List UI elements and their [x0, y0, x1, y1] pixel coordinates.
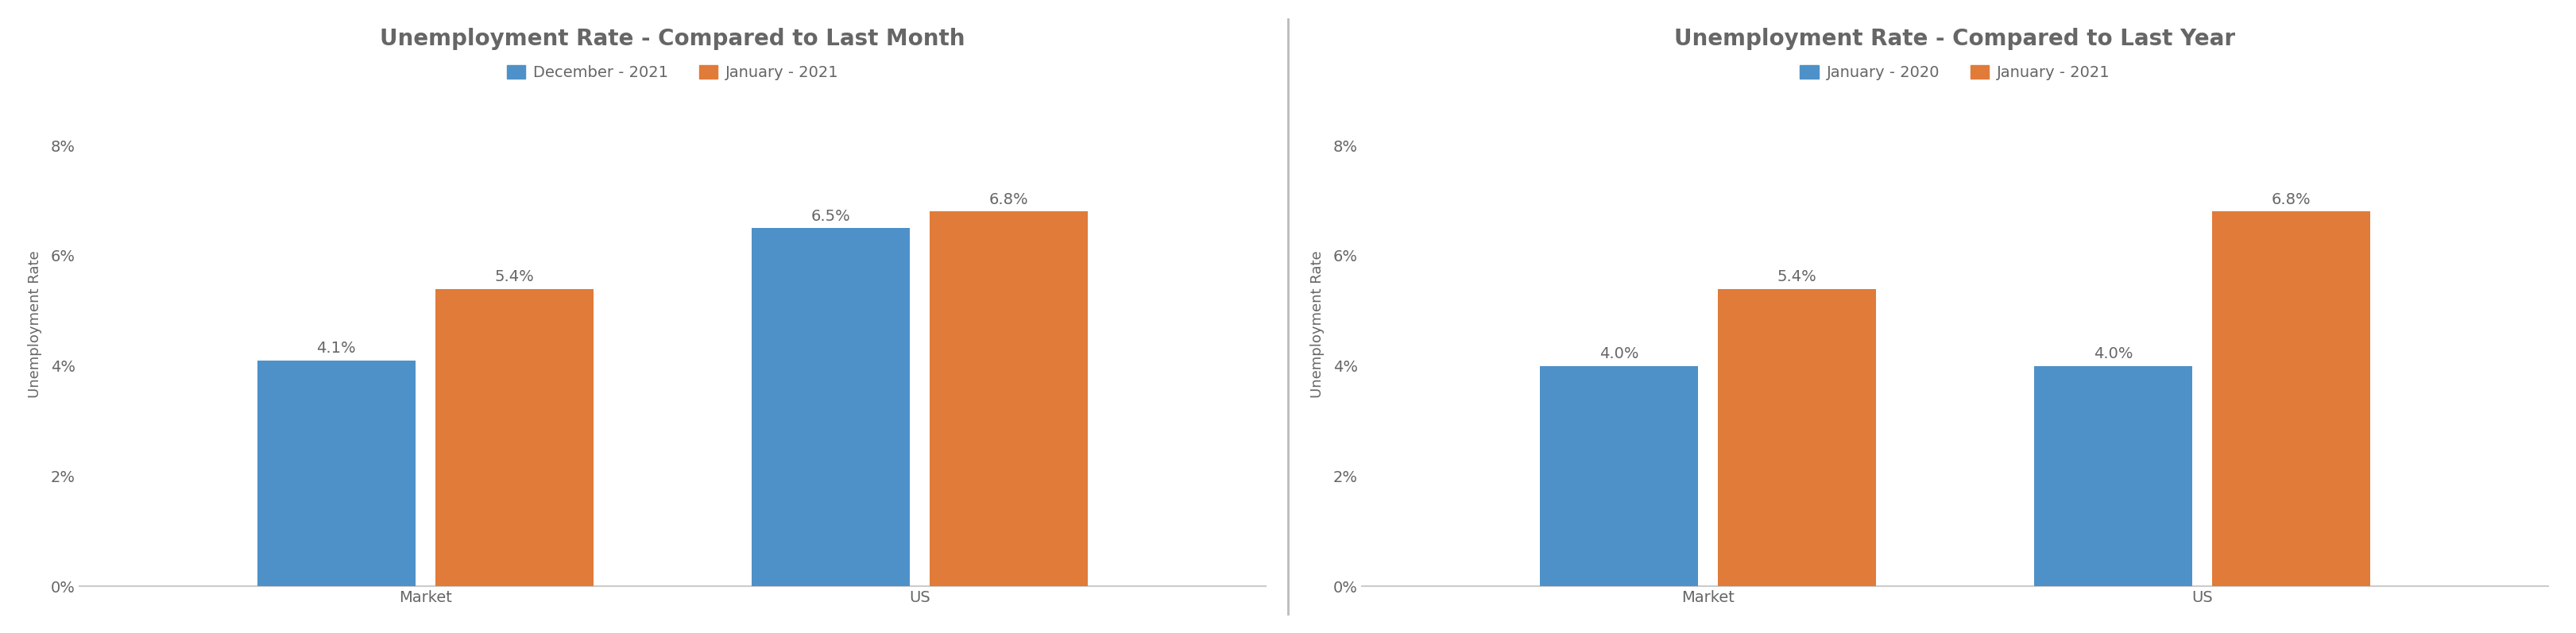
Bar: [258, 360, 415, 586]
Text: 4.0%: 4.0%: [1600, 346, 1638, 361]
Text: 6.8%: 6.8%: [2272, 192, 2311, 207]
Y-axis label: Unemployment Rate: Unemployment Rate: [28, 251, 41, 398]
Bar: [1718, 289, 1875, 586]
Text: 6.8%: 6.8%: [989, 192, 1028, 207]
Title: Unemployment Rate - Compared to Last Month: Unemployment Rate - Compared to Last Mon…: [381, 28, 966, 50]
Text: 5.4%: 5.4%: [1777, 269, 1816, 284]
Y-axis label: Unemployment Rate: Unemployment Rate: [1311, 251, 1324, 398]
Bar: [435, 289, 592, 586]
Text: 6.5%: 6.5%: [811, 209, 850, 223]
Title: Unemployment Rate - Compared to Last Year: Unemployment Rate - Compared to Last Yea…: [1674, 28, 2236, 50]
Bar: [1540, 366, 1698, 586]
Bar: [2035, 366, 2192, 586]
Bar: [930, 211, 1087, 586]
Text: 5.4%: 5.4%: [495, 269, 533, 284]
Legend: January - 2020, January - 2021: January - 2020, January - 2021: [1801, 65, 2110, 80]
Bar: [752, 228, 909, 586]
Legend: December - 2021, January - 2021: December - 2021, January - 2021: [507, 65, 837, 80]
Text: 4.1%: 4.1%: [317, 341, 355, 356]
Bar: [2213, 211, 2370, 586]
Text: 4.0%: 4.0%: [2094, 346, 2133, 361]
